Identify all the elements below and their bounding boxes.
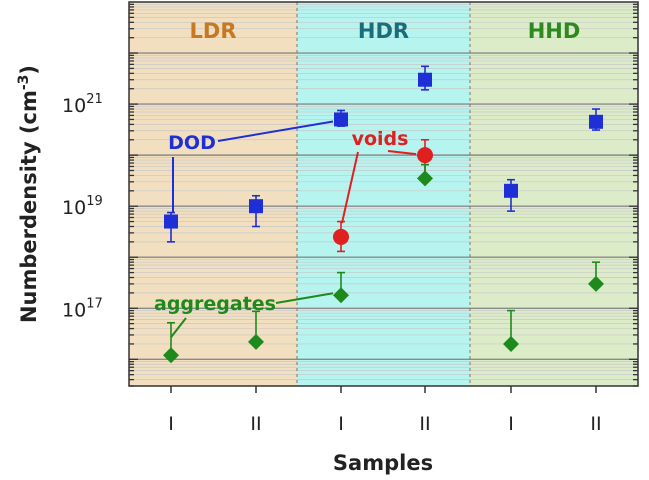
plot-frame [128,1,639,387]
data-point-dod [504,183,518,198]
data-point-aggregates [503,335,519,352]
leader-voids [341,151,359,224]
data-point-dod [164,214,178,229]
axes [128,1,639,393]
x-tick-label: II [590,413,601,435]
region-ldr-background [129,2,297,386]
data-point-aggregates [417,170,433,187]
data-point-dod [418,72,432,87]
annotation-voids: voids [352,128,409,150]
annotation-dod: DOD [168,132,216,154]
gridlines [129,3,638,387]
leader-aggregates [275,292,334,304]
data-point-aggregates [333,287,349,304]
data-point-aggregates [163,347,179,364]
y-axis-title: Numberdensity (cm-3) [16,65,41,323]
x-tick-label: II [250,413,261,435]
region-hhd-background [470,2,638,386]
region-label-hdr: HDR [358,19,409,43]
leader-dod [217,120,334,142]
y-tick-label: 1021 [62,92,103,117]
y-tick-label: 1019 [62,194,103,219]
region-hdr-background [297,2,470,386]
x-tick-label: I [168,413,174,435]
region-label-ldr: LDR [190,19,237,43]
annotation-aggregates: aggregates [154,293,276,315]
y-tick-label: 1017 [62,296,103,321]
data-point-voids [333,228,349,245]
data-point-dod [249,199,263,214]
x-tick-label: II [419,413,430,435]
leader-voids [387,150,417,156]
data-points [163,65,604,364]
data-point-dod [589,114,603,129]
region-backgrounds [129,2,638,386]
data-point-dod [334,112,348,127]
leader-aggregates [170,317,187,338]
region-label-hhd: HHD [528,19,581,43]
x-tick-label: I [508,413,514,435]
annotation-leaders [170,120,417,338]
x-axis-title: Samples [333,451,433,475]
data-point-voids [417,147,433,164]
data-point-aggregates [248,333,264,350]
x-tick-label: I [338,413,344,435]
data-point-aggregates [588,275,604,292]
